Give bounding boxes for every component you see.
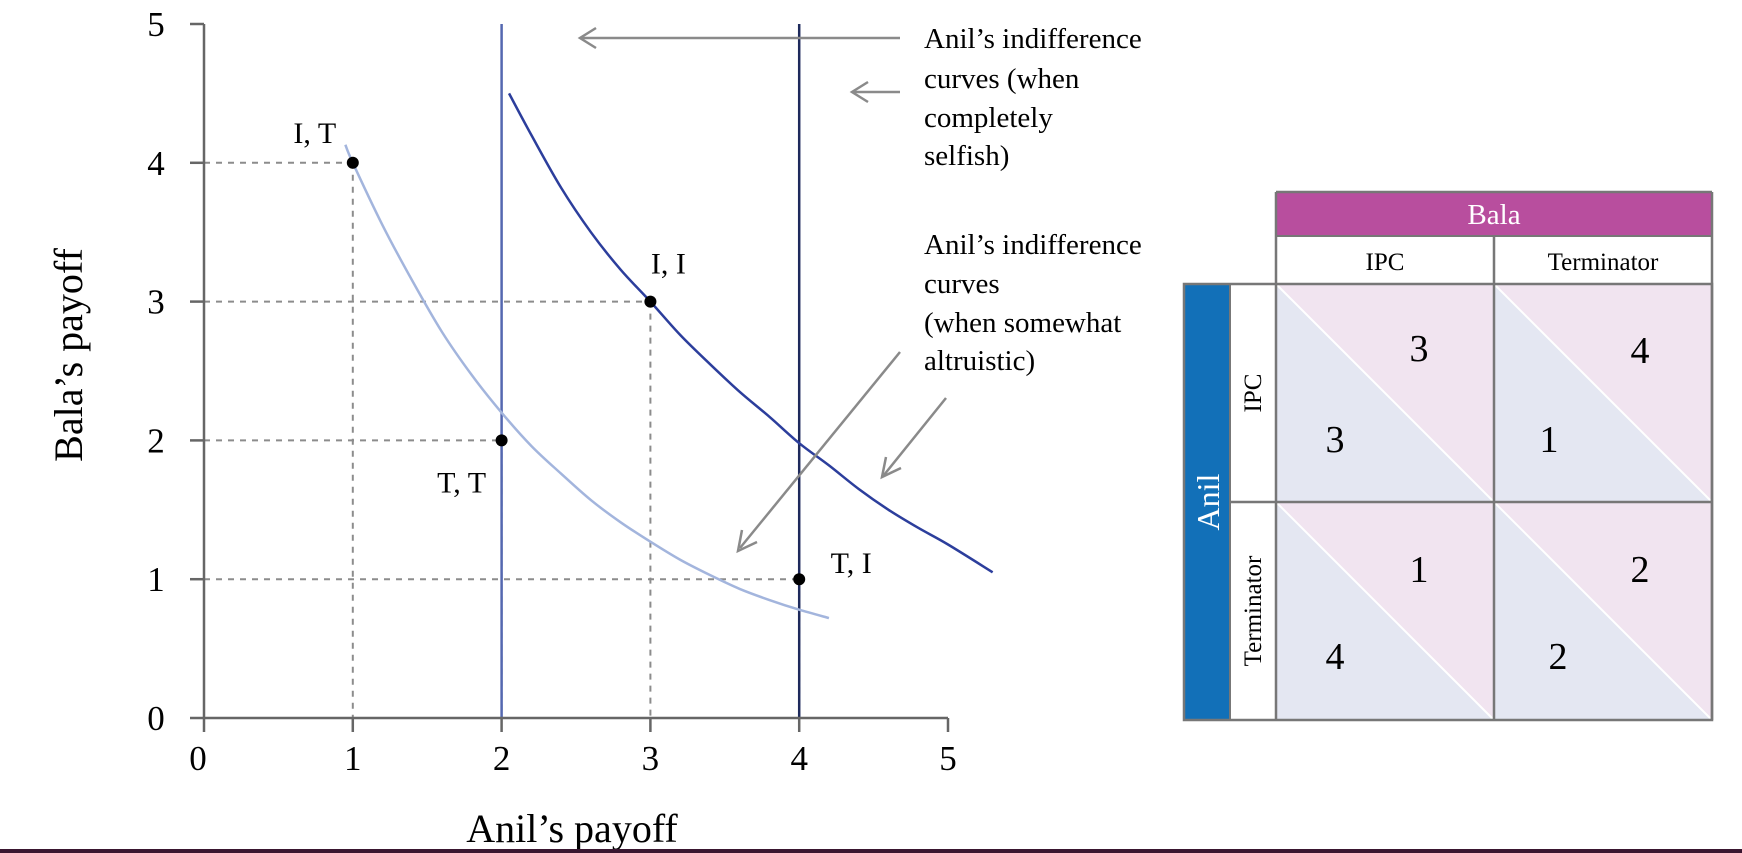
x-tick-label-0: 0 xyxy=(189,739,207,778)
y-tick-label-4: 4 xyxy=(147,144,165,183)
column-label-terminator: Terminator xyxy=(1548,249,1659,276)
x-tick-label-1: 1 xyxy=(344,739,362,778)
bottom-border xyxy=(0,849,1742,853)
point-i-t xyxy=(346,156,359,169)
arrow-to-light-curve xyxy=(736,351,901,554)
annotation-selfish-line-2: curves (when xyxy=(924,63,1080,95)
y-tick-label-1: 1 xyxy=(147,560,165,599)
axes: 0 1 2 3 4 5 0 1 2 3 4 5 xyxy=(147,5,957,778)
cell-ipc-ipc-bala-payoff: 3 xyxy=(1410,328,1429,370)
cell-ipc-ipc-anil-payoff: 3 xyxy=(1326,419,1345,461)
annotation-altruistic-line-1: Anil’s indifference xyxy=(924,229,1142,261)
x-tick-label-5: 5 xyxy=(939,739,957,778)
indifference-curves xyxy=(344,24,994,718)
arrow-to-selfish-line-2 xyxy=(577,26,900,50)
altruistic-indifference-curve-1 xyxy=(507,92,994,574)
bala-header-label: Bala xyxy=(1467,199,1520,231)
cell-terminator-ipc: 1 4 xyxy=(1275,501,1495,721)
y-axis-title: Bala’s payoff xyxy=(46,247,91,461)
altruistic-indifference-curve-0 xyxy=(344,144,830,620)
point-label-t-t: T, T xyxy=(437,466,486,499)
row-label-ipc: IPC xyxy=(1240,374,1267,413)
x-tick-label-2: 2 xyxy=(493,739,511,778)
row-label-terminator: Terminator xyxy=(1240,555,1267,666)
annotation-altruistic: Anil’s indifference curves (when somewha… xyxy=(736,229,1142,554)
point-t-i xyxy=(793,573,806,586)
y-tick-label-0: 0 xyxy=(147,699,165,738)
point-label-i-i: I, I xyxy=(651,248,686,281)
bala-header xyxy=(1276,192,1712,236)
cell-terminator-terminator: 2 2 xyxy=(1493,501,1713,721)
column-header-terminator xyxy=(1493,235,1713,285)
point-i-i xyxy=(644,295,657,308)
annotation-altruistic-line-4: altruistic) xyxy=(924,345,1035,377)
cell-terminator-terminator-anil-payoff: 2 xyxy=(1549,636,1568,678)
cell-ipc-terminator: 4 1 xyxy=(1493,283,1713,503)
x-axis-title: Anil’s payoff xyxy=(466,806,678,851)
point-label-t-i: T, I xyxy=(831,547,872,580)
annotation-altruistic-line-3: (when somewhat xyxy=(924,307,1121,339)
x-tick-label-4: 4 xyxy=(790,739,808,778)
indifference-chart: 0 1 2 3 4 5 0 1 2 3 4 5 I, T I, I T, T T, I Anil’s pay… xyxy=(46,5,994,851)
matrix-grid xyxy=(1182,190,1714,722)
row-header-terminator xyxy=(1229,501,1277,721)
anil-header xyxy=(1184,284,1230,720)
annotation-selfish: Anil’s indifference curves (when complet… xyxy=(577,23,1142,172)
cell-ipc-terminator-bala-payoff: 4 xyxy=(1631,330,1650,372)
arrow-to-dark-curve xyxy=(880,397,947,480)
point-label-i-t: I, T xyxy=(293,117,336,150)
column-label-ipc: IPC xyxy=(1366,249,1405,276)
anil-header-label: Anil xyxy=(1190,473,1226,530)
cell-ipc-terminator-anil-payoff: 1 xyxy=(1540,419,1559,461)
y-tick-label-5: 5 xyxy=(147,5,165,44)
point-t-t xyxy=(495,434,508,447)
cell-terminator-ipc-anil-payoff: 4 xyxy=(1326,636,1345,678)
payoff-matrix: Bala IPC Terminator Anil IPC Terminator … xyxy=(1182,190,1714,722)
x-tick-label-3: 3 xyxy=(642,739,660,778)
annotation-altruistic-line-2: curves xyxy=(924,268,1000,300)
annotation-selfish-line-3: completely xyxy=(924,102,1053,134)
arrow-to-selfish-line-4 xyxy=(849,80,900,104)
y-tick-label-2: 2 xyxy=(147,421,165,460)
annotation-selfish-line-1: Anil’s indifference xyxy=(924,23,1142,55)
cell-terminator-ipc-bala-payoff: 1 xyxy=(1410,549,1429,591)
annotation-selfish-line-4: selfish) xyxy=(924,140,1009,172)
cell-terminator-terminator-bala-payoff: 2 xyxy=(1631,549,1650,591)
cell-ipc-ipc: 3 3 xyxy=(1275,283,1495,503)
data-points: I, T I, I T, T T, I xyxy=(293,117,872,586)
y-tick-label-3: 3 xyxy=(147,283,165,322)
